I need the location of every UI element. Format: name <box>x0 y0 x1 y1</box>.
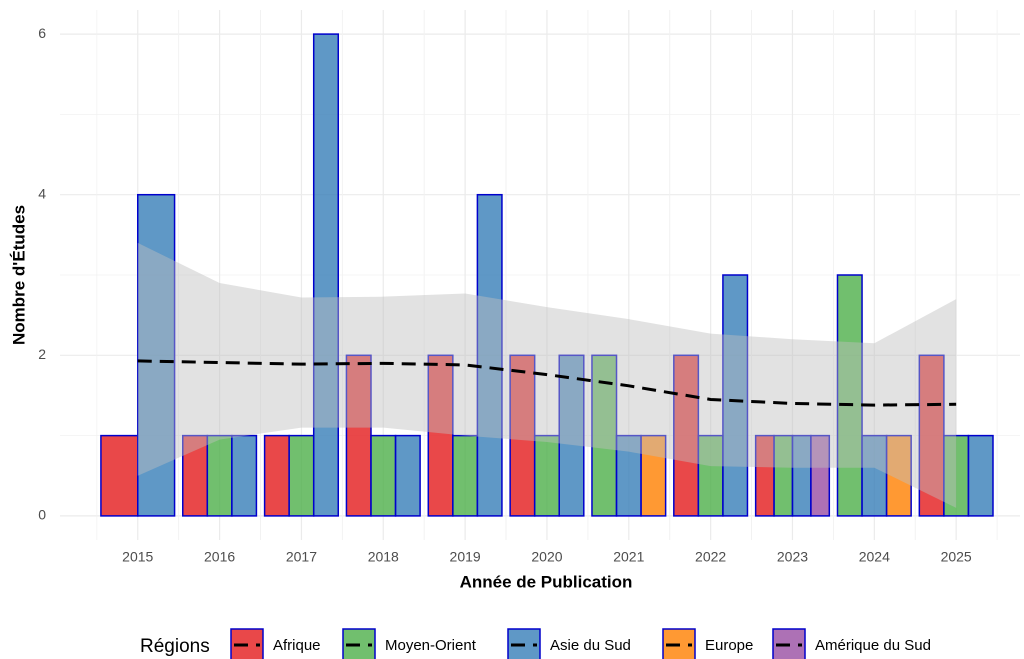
x-tick-label: 2019 <box>450 549 481 565</box>
bar <box>370 434 397 517</box>
x-tick-label: 2021 <box>613 549 644 565</box>
x-axis-title: Année de Publication <box>460 572 633 591</box>
bar <box>810 434 831 517</box>
bar <box>558 354 585 517</box>
y-tick-label: 6 <box>38 25 46 41</box>
bar <box>427 354 454 517</box>
bar <box>509 354 536 517</box>
bar <box>231 434 258 517</box>
bar <box>476 193 503 517</box>
x-tick-label: 2016 <box>204 549 235 565</box>
legend-item: Moyen-Orient <box>342 628 477 659</box>
y-tick-label: 2 <box>38 346 46 362</box>
x-tick-label: 2015 <box>122 549 153 565</box>
y-axis-title: Nombre d'Études <box>9 205 28 345</box>
legend-label: Asie du Sud <box>550 637 631 654</box>
bar <box>394 434 421 517</box>
y-tick-label: 4 <box>38 185 46 201</box>
bar <box>206 434 233 517</box>
bar <box>861 434 888 517</box>
legend-label: Europe <box>705 637 753 654</box>
bar <box>673 354 700 517</box>
x-tick-label: 2025 <box>941 549 972 565</box>
x-tick-label: 2023 <box>777 549 808 565</box>
bar <box>182 434 209 517</box>
legend-item: Europe <box>662 628 753 659</box>
legend-item: Afrique <box>230 628 321 659</box>
legend-label: Afrique <box>273 637 321 654</box>
bar <box>452 434 479 517</box>
bar <box>263 434 290 517</box>
bar <box>836 274 863 517</box>
legend-item: Asie du Sud <box>507 628 631 659</box>
x-tick-label: 2020 <box>531 549 562 565</box>
x-tick-label: 2017 <box>286 549 317 565</box>
bar <box>967 434 994 517</box>
legend-item: Amérique du Sud <box>772 628 931 659</box>
legend-label: Moyen-Orient <box>385 637 477 654</box>
y-tick-label: 0 <box>38 507 46 523</box>
x-tick-label: 2018 <box>368 549 399 565</box>
bar <box>100 434 139 517</box>
bar <box>615 434 642 517</box>
legend-title: Régions <box>140 636 210 657</box>
bar <box>533 434 560 517</box>
bar <box>918 354 945 517</box>
bar <box>722 274 749 517</box>
bar <box>288 434 315 517</box>
legend-label: Amérique du Sud <box>815 637 931 654</box>
bar <box>697 434 724 517</box>
x-tick-label: 2022 <box>695 549 726 565</box>
trend-line <box>137 359 957 407</box>
bar <box>312 33 340 517</box>
x-tick-label: 2024 <box>859 549 890 565</box>
bar <box>885 434 912 517</box>
bar <box>640 434 667 517</box>
bar <box>136 193 176 517</box>
